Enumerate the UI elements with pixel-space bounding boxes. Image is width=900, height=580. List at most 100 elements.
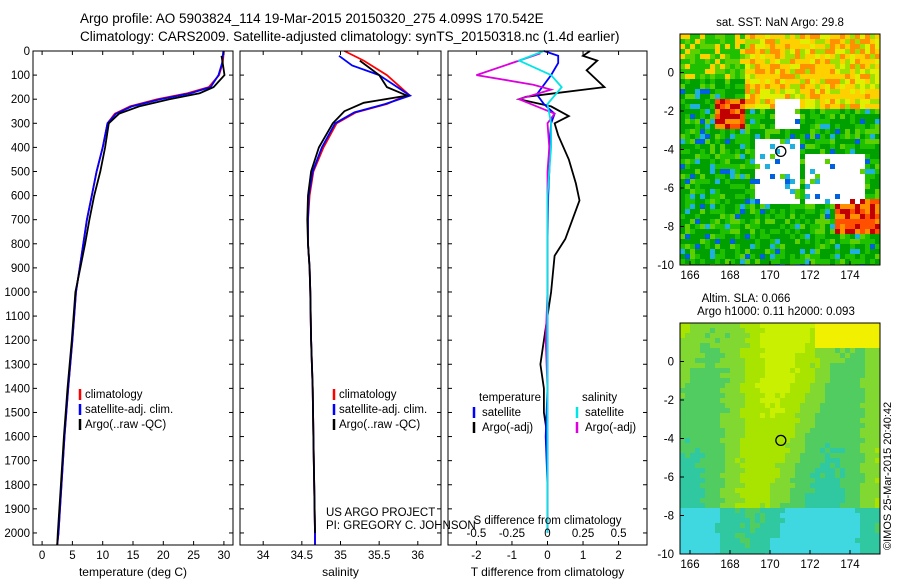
sst_map-cell <box>845 99 850 104</box>
sst_map-cell <box>835 254 840 259</box>
sst_map-cell <box>685 254 690 259</box>
sst_map-cell <box>820 204 825 209</box>
sst_map-cell <box>735 174 740 179</box>
sst_map-cell <box>715 84 720 89</box>
sst_map-cell <box>765 54 770 59</box>
sst_map-cell <box>725 144 730 149</box>
sst_map-cell <box>700 129 705 134</box>
sla_map-cell <box>715 448 720 453</box>
sst_map-cell <box>790 74 795 79</box>
sla_map-title2: Argo h1000: 0.11 h2000: 0.093 <box>697 306 855 318</box>
sla_map-cell <box>800 468 805 473</box>
sla_map-cell <box>720 483 725 488</box>
sst_map-cell <box>775 244 780 249</box>
sst_map-cell <box>790 129 795 134</box>
sst_map-cell <box>860 64 865 69</box>
sla_map-cell <box>720 333 725 338</box>
sla_map-cell <box>780 413 785 418</box>
sla_map-cell <box>695 548 700 553</box>
sst_map-cell <box>685 54 690 59</box>
sla_map-cell <box>810 358 815 363</box>
sla_map-cell <box>835 458 840 463</box>
sla_map-cell <box>825 448 830 453</box>
sst_map-cell <box>690 239 695 244</box>
sla_map-cell <box>725 398 730 403</box>
sla_map-cell <box>810 418 815 423</box>
sla_map-cell <box>780 543 785 548</box>
sla_map-cell <box>795 413 800 418</box>
sla_map-cell <box>715 358 720 363</box>
sst_map-cell <box>705 239 710 244</box>
sla_map-cell <box>735 373 740 378</box>
sst_map-cell <box>760 114 765 119</box>
sst_map-cell <box>690 219 695 224</box>
sst_map-cell <box>865 114 870 119</box>
sla_map-cell <box>700 443 705 448</box>
sla_map-cell <box>730 468 735 473</box>
sla_map-cell <box>810 478 815 483</box>
sst_map-cell <box>850 49 855 54</box>
sst_map-cell <box>710 184 715 189</box>
sst_map-cell <box>770 59 775 64</box>
sst_map-cell <box>790 39 795 44</box>
sst_map-cell <box>770 254 775 259</box>
sla_map-cell <box>805 538 810 543</box>
sst_map-cell <box>755 74 760 79</box>
sla_map-cell <box>715 428 720 433</box>
sla_map-cell <box>710 438 715 443</box>
sst_map-cell <box>855 134 860 139</box>
sla_map-cell <box>765 548 770 553</box>
sla_map-cell <box>785 378 790 383</box>
sla_map-cell <box>835 398 840 403</box>
sla_map-cell <box>745 343 750 348</box>
sla_map-cell <box>790 363 795 368</box>
sla_map-cell <box>755 428 760 433</box>
sla_map-cell <box>800 478 805 483</box>
sla_map-cell <box>805 543 810 548</box>
sla_map-cell <box>845 358 850 363</box>
sla_map-cell <box>865 543 870 548</box>
sla_map-cell <box>875 368 880 373</box>
sla_map-cell <box>765 353 770 358</box>
sla_map-cell <box>805 528 810 533</box>
sla_map-cell <box>870 548 875 553</box>
sst_map-cell <box>845 114 850 119</box>
sla_map-cell <box>705 348 710 353</box>
sla_map-cell <box>685 338 690 343</box>
sla_map-cell <box>705 543 710 548</box>
sla_map-cell <box>780 463 785 468</box>
sst_map-cell <box>805 109 810 114</box>
sst_map-cell <box>875 109 880 114</box>
sla_map-cell <box>825 483 830 488</box>
sst_map-cell <box>685 189 690 194</box>
sst_map-cell <box>835 229 840 234</box>
sst_map-cell <box>845 134 850 139</box>
sst_map-cell <box>725 79 730 84</box>
sla_map-cell <box>845 413 850 418</box>
sst_map-cell <box>700 64 705 69</box>
sst_map-cell <box>830 74 835 79</box>
sst_map-cell <box>800 44 805 49</box>
sst_map-cell <box>845 104 850 109</box>
sst_map-cell <box>725 179 730 184</box>
sla_map-cell <box>705 538 710 543</box>
sla_map-cell <box>765 473 770 478</box>
sla_map-cell <box>795 503 800 508</box>
sla_map-cell <box>825 508 830 513</box>
sst_map-cell <box>740 164 745 169</box>
diff-s-tick-label: -0.25 <box>499 528 525 540</box>
sla_map-cell <box>735 363 740 368</box>
sla_map-cell <box>685 528 690 533</box>
sla_map-cell <box>745 383 750 388</box>
sst_map-cell <box>735 259 740 264</box>
sst_map-cell <box>810 229 815 234</box>
sla_map-cell <box>795 353 800 358</box>
sst_map-cell <box>680 164 685 169</box>
sst_map-cell <box>775 254 780 259</box>
sst_map-cell <box>830 134 835 139</box>
sla_map-cell <box>800 408 805 413</box>
sst_map-cell <box>785 229 790 234</box>
sst_map-cell <box>780 44 785 49</box>
sla_map-cell <box>835 403 840 408</box>
sst_map-cell <box>760 94 765 99</box>
